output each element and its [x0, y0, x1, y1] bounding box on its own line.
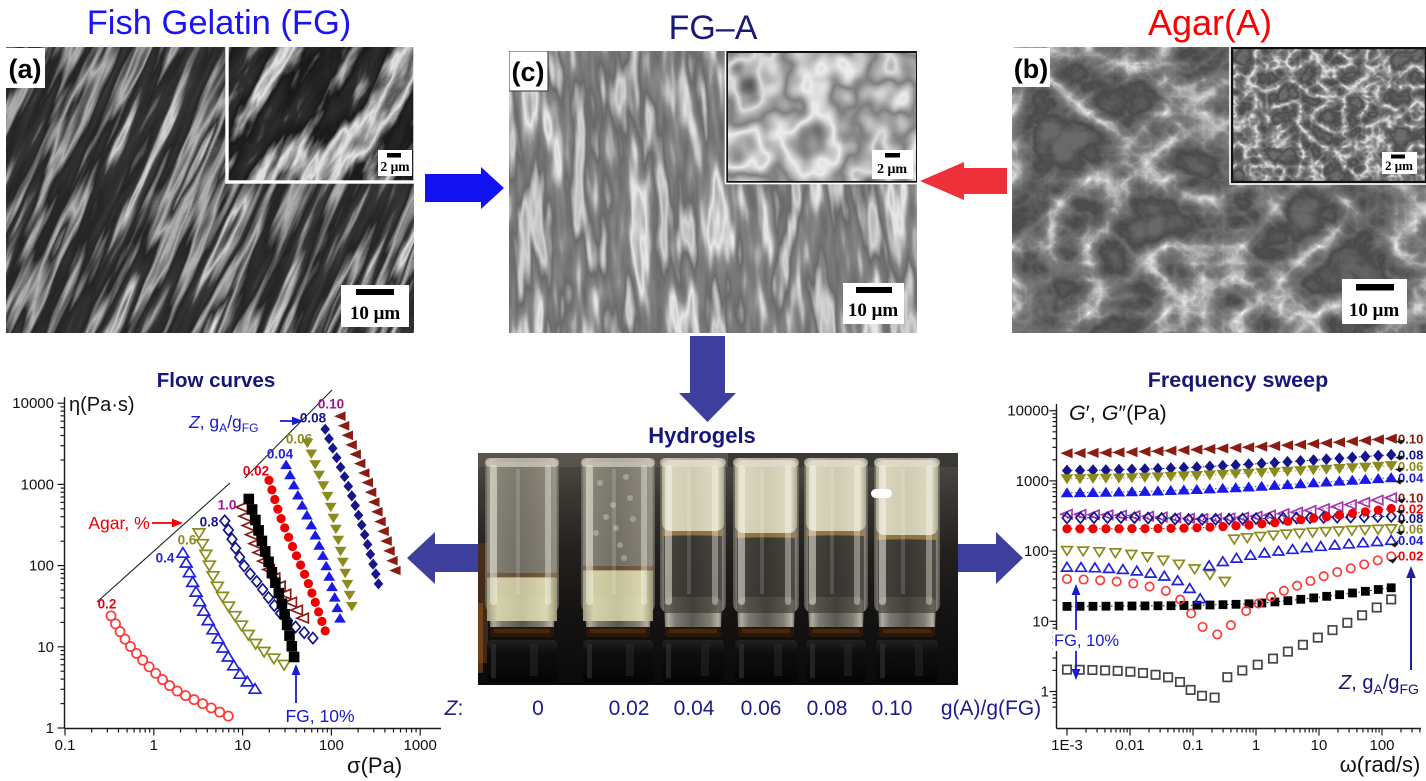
svg-text:1: 1	[150, 737, 158, 754]
svg-text:1000: 1000	[1016, 473, 1049, 490]
svg-text:0.04: 0.04	[1398, 471, 1424, 486]
svg-text:0.2: 0.2	[98, 597, 117, 612]
svg-text:ω(rad/s): ω(rad/s)	[1340, 752, 1421, 777]
svg-text:100: 100	[319, 737, 344, 754]
svg-text:1000: 1000	[404, 737, 437, 754]
svg-text:10: 10	[234, 737, 251, 754]
svg-text:1: 1	[1252, 737, 1260, 754]
svg-text:10000: 10000	[12, 395, 54, 412]
svg-text:0.1: 0.1	[1183, 737, 1204, 754]
svg-text:1E-3: 1E-3	[1051, 737, 1083, 754]
svg-text:1.0: 1.0	[218, 498, 237, 513]
svg-text:Agar, %: Agar, %	[88, 513, 149, 533]
svg-text:1: 1	[46, 720, 54, 737]
svg-text:FG, 10%: FG, 10%	[285, 706, 354, 726]
svg-text:η(Pa·s): η(Pa·s)	[69, 394, 135, 416]
svg-text:10: 10	[1311, 737, 1328, 754]
svg-text:10: 10	[1032, 613, 1049, 630]
svg-text:σ(Pa): σ(Pa)	[347, 753, 402, 778]
svg-text:0.02: 0.02	[1398, 502, 1423, 517]
svg-text:100: 100	[1369, 737, 1394, 754]
svg-text:Z, gA/gFG: Z, gA/gFG	[188, 412, 258, 435]
svg-text:(a): (a)	[9, 54, 42, 84]
svg-text:0.06: 0.06	[286, 432, 313, 447]
svg-text:10: 10	[37, 639, 54, 656]
svg-text:FG, 10%: FG, 10%	[1054, 632, 1119, 650]
svg-text:2 μm: 2 μm	[877, 162, 907, 177]
svg-text:G′, G″(Pa): G′, G″(Pa)	[1069, 401, 1167, 425]
svg-text:10 μm: 10 μm	[848, 300, 899, 321]
svg-text:Flow curves: Flow curves	[157, 369, 276, 392]
svg-text:0.01: 0.01	[1115, 737, 1144, 754]
svg-text:(b): (b)	[1014, 54, 1048, 84]
svg-text:0.10: 0.10	[1398, 432, 1423, 447]
svg-text:0.02: 0.02	[1398, 549, 1423, 564]
svg-text:0.08: 0.08	[300, 411, 327, 426]
svg-text:0.6: 0.6	[178, 533, 197, 548]
svg-text:2 μm: 2 μm	[1385, 158, 1413, 173]
svg-text:2 μm: 2 μm	[380, 159, 410, 174]
svg-text:0.08: 0.08	[1398, 511, 1423, 526]
svg-text:100: 100	[1024, 543, 1049, 560]
svg-text:0.06: 0.06	[1398, 522, 1423, 537]
svg-text:0.04: 0.04	[1398, 533, 1424, 548]
svg-text:Frequency sweep: Frequency sweep	[1148, 368, 1328, 392]
svg-text:10 μm: 10 μm	[350, 303, 401, 324]
svg-text:0.06: 0.06	[1398, 459, 1423, 474]
svg-text:100: 100	[29, 558, 54, 575]
svg-text:1: 1	[1041, 684, 1049, 701]
svg-text:0.10: 0.10	[318, 397, 344, 412]
svg-text:0.04: 0.04	[267, 447, 294, 462]
svg-text:0.8: 0.8	[200, 515, 219, 530]
svg-text:0.1: 0.1	[55, 737, 76, 754]
svg-text:10 μm: 10 μm	[1349, 300, 1400, 321]
svg-text:10000: 10000	[1007, 403, 1049, 420]
svg-text:Z, gA/gFG: Z, gA/gFG	[1338, 672, 1419, 697]
svg-text:1000: 1000	[21, 476, 54, 493]
svg-text:(c): (c)	[512, 57, 545, 87]
svg-text:0.08: 0.08	[1398, 448, 1423, 463]
svg-text:0.02: 0.02	[243, 464, 269, 479]
svg-text:0.10: 0.10	[1398, 491, 1423, 506]
svg-text:0.4: 0.4	[156, 551, 175, 566]
